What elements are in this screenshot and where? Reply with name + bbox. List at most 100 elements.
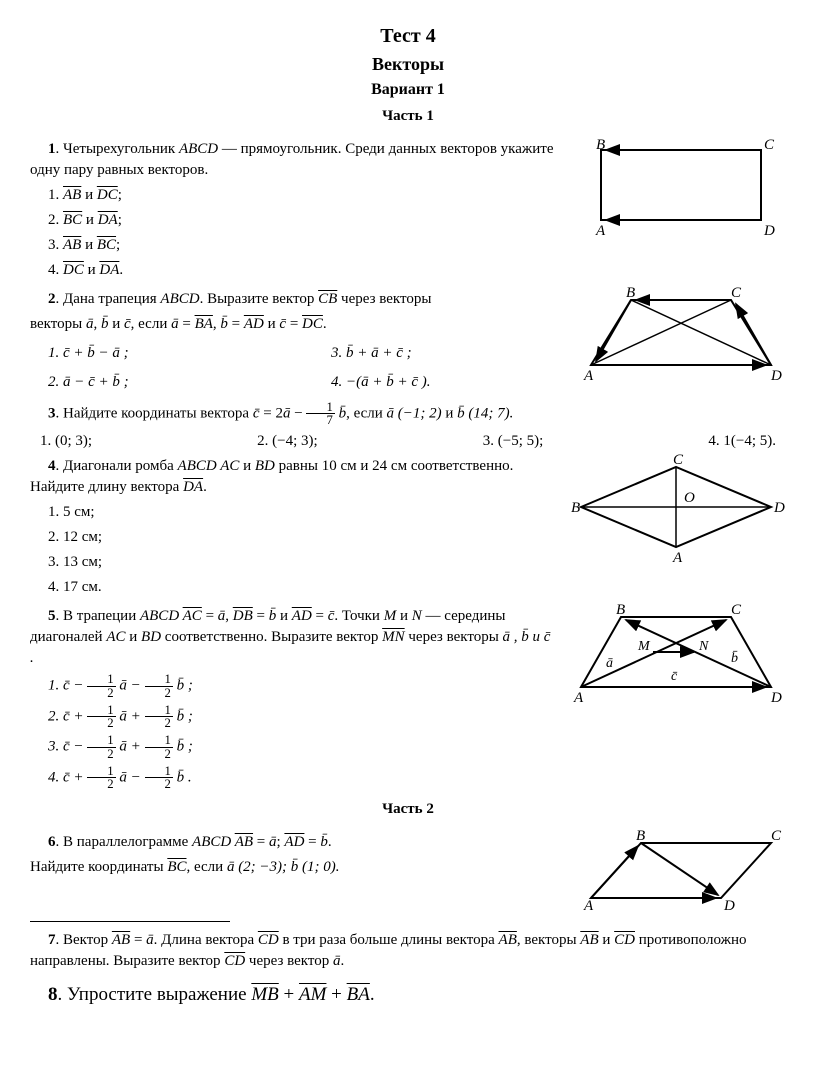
v: DB [233,608,253,624]
v: DC [302,316,323,332]
t: = [304,834,320,850]
q7-num: 7 [48,932,56,948]
t: BD [141,629,161,645]
question-1: 1. Четырехугольник ABCD — прямоугольник.… [30,135,786,285]
t: векторы [30,316,86,332]
q2-o3: 3. b̄ + ā + c̄ ; [313,343,566,364]
q5-num: 5 [48,608,56,624]
t: = [286,316,302,332]
t: ; [116,237,120,253]
svg-text:D: D [763,223,775,239]
t: . В трапеции [56,608,140,624]
q3-o3: 3. (−5; 5); [483,431,544,452]
t: BD [255,458,275,474]
t: и [599,932,615,948]
t: 1. c̄ − [48,678,87,694]
t: = [228,316,244,332]
t: . [328,834,332,850]
svg-text:A: A [583,898,594,913]
svg-text:B: B [571,500,580,516]
svg-text:b̄: b̄ [731,650,738,666]
d: 2 [87,748,115,761]
q3-o2: 2. (−4; 3); [257,431,318,452]
n: 1 [145,765,173,779]
v: AB [580,932,598,948]
t: Найдите координаты [30,859,167,875]
v: DA [99,262,119,278]
t: = [253,608,269,624]
svg-text:M: M [637,639,651,654]
q3-o4: 4. 1(−4; 5). [708,431,776,452]
t: AC [106,629,125,645]
t: и [126,629,142,645]
v: AD [284,834,304,850]
v: DC [97,187,118,203]
t: и [239,458,255,474]
svg-text:B: B [616,602,625,618]
t: ; [118,187,122,203]
d: 2 [145,778,173,791]
v: BC [167,859,186,875]
q6-figure: A B C D [576,828,786,913]
t: AC [220,458,239,474]
v: BC [97,237,116,253]
q4-figure: B C D A O [566,452,786,572]
v: b̄ [320,834,328,850]
svg-text:B: B [626,285,635,301]
t: . Найдите координаты вектора [56,405,253,421]
t: , если [346,405,386,421]
v: AC [183,608,202,624]
v: ā [269,834,277,850]
d: 2 [87,778,115,791]
part2: Часть 2 [30,799,786,820]
d: 2 [87,687,115,700]
svg-text:C: C [673,452,684,468]
q3-num: 3 [48,405,56,421]
question-8: 8. Упростите выражение MB + AM + BA. [30,982,786,1009]
t: 2. c̄ + [48,708,87,724]
v: AB [63,237,81,253]
t: через вектор [245,953,333,969]
v: MB [251,984,278,1005]
question-3: 3. Найдите координаты вектора c̄ = 2ā −… [30,401,786,453]
t: . Выразите вектор [200,291,319,307]
t: b̄ ; [173,678,193,694]
t: . [334,608,342,624]
t: = 2 [260,405,283,421]
t: 4. c̄ + [48,769,87,785]
d: 2 [145,717,173,730]
n: 1 [87,704,115,718]
q6-num: 6 [48,834,56,850]
t: M [384,608,397,624]
question-5: 5. В трапеции ABCD AC = ā, DB = b̄ и AD… [30,602,786,795]
q1-figure: B C A D [576,135,786,245]
t: . Упростите выражение [58,984,252,1005]
q1-num: 1 [48,141,56,157]
svg-text:A: A [672,550,683,566]
q4-o2: 2. 12 см; [30,527,556,548]
v: CD [224,953,245,969]
q2-o2: 2. ā − c̄ + b̄ ; [30,372,283,393]
t: и [81,187,97,203]
t: ABCD [140,608,183,624]
n: 1 [145,734,173,748]
v: MN [382,629,405,645]
t: 3. c̄ − [48,739,87,755]
q1-o2: 2. [48,212,63,228]
v: DA [98,212,118,228]
t: . [340,953,344,969]
q4-o4: 4. 17 см. [30,577,556,598]
svg-text:D: D [770,690,782,706]
v: AB [63,187,81,203]
n: 1 [145,704,173,718]
t: , векторы [517,932,580,948]
q1-abcd: ABCD [179,141,218,157]
t: Точки [342,608,384,624]
v: b̄ [335,405,346,421]
svg-text:D: D [770,368,782,384]
t: ; [118,212,122,228]
v: c̄ [124,316,131,332]
t: . Длина вектора [154,932,258,948]
t: = [130,932,146,948]
v: BC [63,212,82,228]
